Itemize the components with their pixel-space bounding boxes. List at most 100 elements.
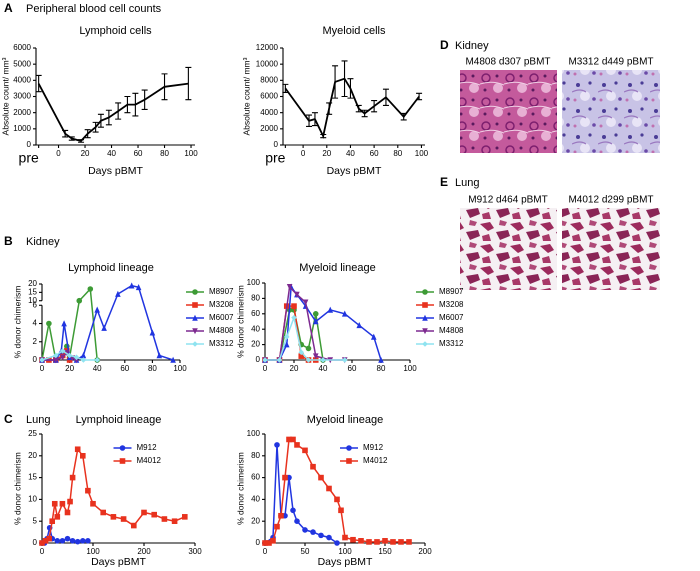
marker bbox=[192, 328, 198, 335]
error-bar bbox=[141, 89, 148, 110]
y-tick-label: 1000 bbox=[13, 124, 31, 133]
marker bbox=[312, 353, 319, 360]
marker bbox=[291, 314, 297, 321]
marker bbox=[80, 453, 86, 459]
y-tick-label: 0 bbox=[27, 140, 32, 149]
error-bar bbox=[68, 136, 75, 141]
y-tick-label: 0 bbox=[33, 538, 38, 547]
legend-label: M6007 bbox=[209, 313, 234, 322]
marker bbox=[312, 311, 319, 317]
error-bar bbox=[311, 112, 318, 127]
marker bbox=[59, 538, 66, 544]
y-tick-label: 15 bbox=[28, 473, 37, 482]
kidney-image-1 bbox=[460, 70, 557, 153]
marker bbox=[422, 328, 428, 335]
marker bbox=[356, 322, 363, 329]
legend-label: M4012 bbox=[363, 456, 388, 465]
marker bbox=[115, 290, 121, 297]
error-bar bbox=[185, 66, 192, 101]
y-tick-label: 4000 bbox=[260, 108, 278, 117]
legend-label: M3208 bbox=[439, 300, 464, 309]
y-tick-label: 6000 bbox=[260, 92, 278, 101]
panel-title: Lung bbox=[26, 414, 50, 426]
x-axis-label: Days pBMT bbox=[88, 165, 143, 177]
y-tick-label: 4000 bbox=[13, 75, 31, 84]
marker bbox=[286, 284, 293, 291]
x-tick-label: 100 bbox=[86, 547, 100, 556]
x-tick-label: 20 bbox=[290, 364, 299, 373]
marker bbox=[312, 318, 319, 325]
image-label: M3312 d449 pBMT bbox=[568, 57, 653, 68]
marker bbox=[341, 310, 348, 317]
marker bbox=[274, 523, 280, 530]
x-tick-label: 100 bbox=[403, 364, 417, 373]
marker bbox=[94, 306, 100, 313]
marker bbox=[334, 540, 340, 546]
kidney-image-2 bbox=[562, 70, 660, 153]
series-line bbox=[41, 447, 186, 544]
image-label: M912 d464 pBMT bbox=[468, 195, 548, 206]
marker bbox=[51, 500, 58, 507]
marker bbox=[358, 538, 364, 544]
x-tick-label: 40 bbox=[346, 149, 355, 158]
legend-label: M8907 bbox=[439, 287, 464, 296]
chart-title: Myeloid lineage bbox=[299, 262, 375, 274]
y-tick-label: 12000 bbox=[256, 43, 279, 52]
marker bbox=[192, 341, 198, 347]
x-tick-label: 40 bbox=[319, 364, 328, 373]
marker bbox=[151, 511, 157, 518]
x-tick-label: 0 bbox=[301, 149, 306, 158]
y-tick-label: 80 bbox=[251, 294, 260, 303]
marker bbox=[282, 474, 288, 481]
y-tick-label: 80 bbox=[251, 451, 260, 460]
marker bbox=[305, 345, 312, 352]
marker bbox=[39, 540, 45, 546]
error-bar bbox=[306, 114, 313, 127]
x-tick-label: 100 bbox=[173, 364, 187, 373]
x-tick-label: 0 bbox=[263, 364, 268, 373]
marker bbox=[294, 518, 300, 524]
marker bbox=[64, 535, 71, 542]
error-bar bbox=[92, 121, 99, 133]
error-bar bbox=[355, 104, 362, 113]
image-label: M4808 d307 pBMT bbox=[465, 57, 550, 68]
marker bbox=[398, 539, 404, 545]
marker bbox=[182, 514, 188, 520]
panel-title: Kidney bbox=[455, 40, 489, 52]
x-tick-label: 80 bbox=[148, 364, 157, 373]
x-tick-label: 40 bbox=[107, 149, 116, 158]
error-bar bbox=[124, 95, 131, 114]
x-tick-label: 60 bbox=[120, 364, 129, 373]
marker bbox=[69, 474, 76, 481]
series-line bbox=[265, 285, 345, 361]
marker bbox=[422, 302, 428, 308]
marker bbox=[326, 485, 332, 492]
marker bbox=[46, 535, 52, 542]
marker bbox=[422, 289, 428, 295]
marker bbox=[283, 334, 290, 340]
y-tick-label: 40 bbox=[251, 495, 260, 504]
marker bbox=[342, 534, 348, 541]
lung-image-1 bbox=[460, 208, 557, 290]
marker bbox=[90, 500, 96, 507]
error-bar bbox=[326, 102, 333, 115]
marker bbox=[53, 352, 59, 359]
marker bbox=[85, 538, 91, 544]
marker bbox=[87, 286, 94, 292]
y-tick-label: 10 bbox=[28, 296, 37, 305]
x-tick-label: 80 bbox=[160, 149, 169, 158]
image-label: M4012 d299 pBMT bbox=[568, 195, 653, 206]
marker bbox=[53, 357, 59, 364]
error-bar bbox=[62, 129, 69, 138]
x-axis-label: Days pBMT bbox=[318, 556, 373, 568]
marker bbox=[54, 538, 61, 544]
x-tick-label: 100 bbox=[415, 149, 429, 158]
y-tick-label: 60 bbox=[251, 309, 260, 318]
marker bbox=[192, 289, 198, 295]
marker bbox=[305, 357, 312, 363]
y-tick-label: 0 bbox=[33, 355, 38, 364]
marker bbox=[61, 320, 67, 327]
marker bbox=[76, 297, 83, 304]
legend-label: M4012 bbox=[137, 456, 162, 465]
y-tick-label: 20 bbox=[28, 451, 37, 460]
